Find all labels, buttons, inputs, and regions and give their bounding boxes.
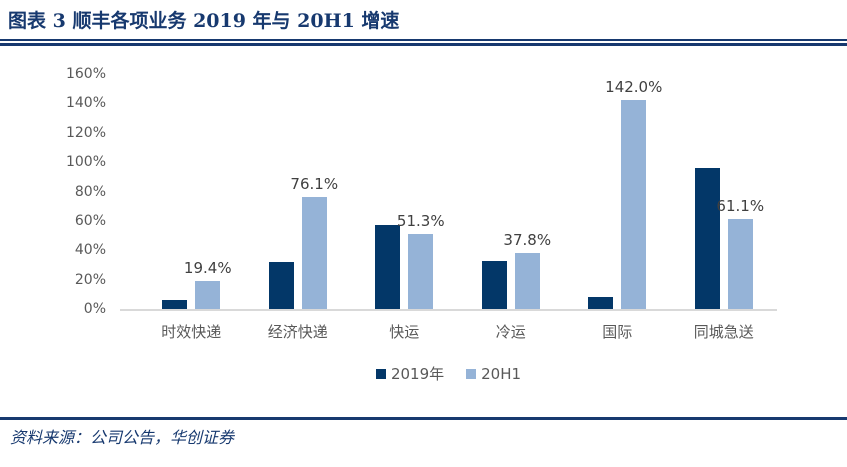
data-label: 37.8% (503, 231, 552, 250)
legend-swatch-icon (375, 368, 386, 379)
bar-20H1-时效快递: 19.4% (184, 259, 232, 309)
data-label: 61.1% (716, 197, 765, 216)
bar-20H1-国际: 142.0% (605, 78, 662, 309)
x-axis-label: 冷运 (495, 323, 526, 341)
bar-group: 51.3% 快运 (375, 74, 445, 341)
footer-rule (0, 417, 847, 420)
title-rule-thin (0, 39, 847, 41)
bar-group: 142.0% 国际 (588, 74, 662, 341)
data-label: 19.4% (183, 258, 232, 277)
figure-title: 图表 3 顺丰各项业务 2019 年与 20H1 增速 (8, 10, 400, 32)
x-axis-label: 快运 (389, 323, 420, 341)
legend-swatch-icon (466, 368, 477, 379)
y-axis-tick-label: 20% (74, 271, 106, 288)
y-axis-tick-label: 100% (65, 154, 106, 171)
title-rule-thick (0, 43, 847, 46)
data-label: 51.3% (396, 211, 445, 230)
x-axis-label: 国际 (602, 323, 633, 341)
bar-20H1-同城急送: 61.1% (716, 197, 764, 309)
chart-legend: 2019年 20H1 (120, 363, 777, 384)
bar-2019年-经济快递 (268, 262, 294, 309)
bar-2019年-冷运 (481, 260, 507, 309)
x-axis-label: 同城急送 (693, 323, 754, 341)
source-note: 资料来源：公司公告，华创证券 (10, 428, 235, 447)
bar-chart: 0% 20% 40% 60% 80% 100% 120% 140% 160% 19.4% 时效快递… (8, 67, 777, 341)
bar-2019年-时效快递 (162, 300, 188, 309)
bar-group: 37.8% 冷运 (481, 74, 551, 341)
y-axis-tick-label: 120% (65, 124, 106, 141)
legend-item: 2019年 (375, 363, 445, 384)
legend-item: 20H1 (466, 365, 521, 383)
y-axis-tick-label: 40% (74, 242, 106, 259)
legend-label: 20H1 (481, 364, 522, 383)
y-axis-tick-label: 60% (74, 212, 106, 229)
bar-group: 76.1% 经济快递 (268, 74, 338, 341)
data-label: 142.0% (605, 78, 663, 97)
y-axis-tick-label: 140% (65, 95, 106, 112)
bar-20H1-冷运: 37.8% (503, 231, 551, 309)
bar-2019年-国际 (588, 297, 614, 309)
plot-area: 19.4% 时效快递 76.1% 经济快递 51.3% 快运 37.8% 冷运 142.0% 国际… (120, 74, 777, 341)
y-axis: 0% 20% 40% 60% 80% 100% 120% 140% 160% (8, 67, 120, 316)
legend-label: 2019年 (390, 365, 445, 383)
data-label: 76.1% (290, 175, 339, 194)
bar-2019年-快运 (375, 225, 401, 309)
bar-2019年-同城急送 (694, 168, 720, 309)
y-axis-tick-label: 0% (83, 301, 106, 317)
y-axis-tick-label: 80% (74, 183, 106, 200)
y-axis-tick-label: 160% (65, 66, 106, 82)
bar-group: 61.1% 同城急送 (694, 74, 764, 341)
bar-20H1-经济快递: 76.1% (290, 175, 338, 309)
bar-group: 19.4% 时效快递 (161, 74, 232, 341)
bar-20H1-快运: 51.3% (397, 212, 445, 309)
x-axis-label: 时效快递 (161, 323, 222, 341)
x-axis-label: 经济快递 (267, 323, 328, 341)
